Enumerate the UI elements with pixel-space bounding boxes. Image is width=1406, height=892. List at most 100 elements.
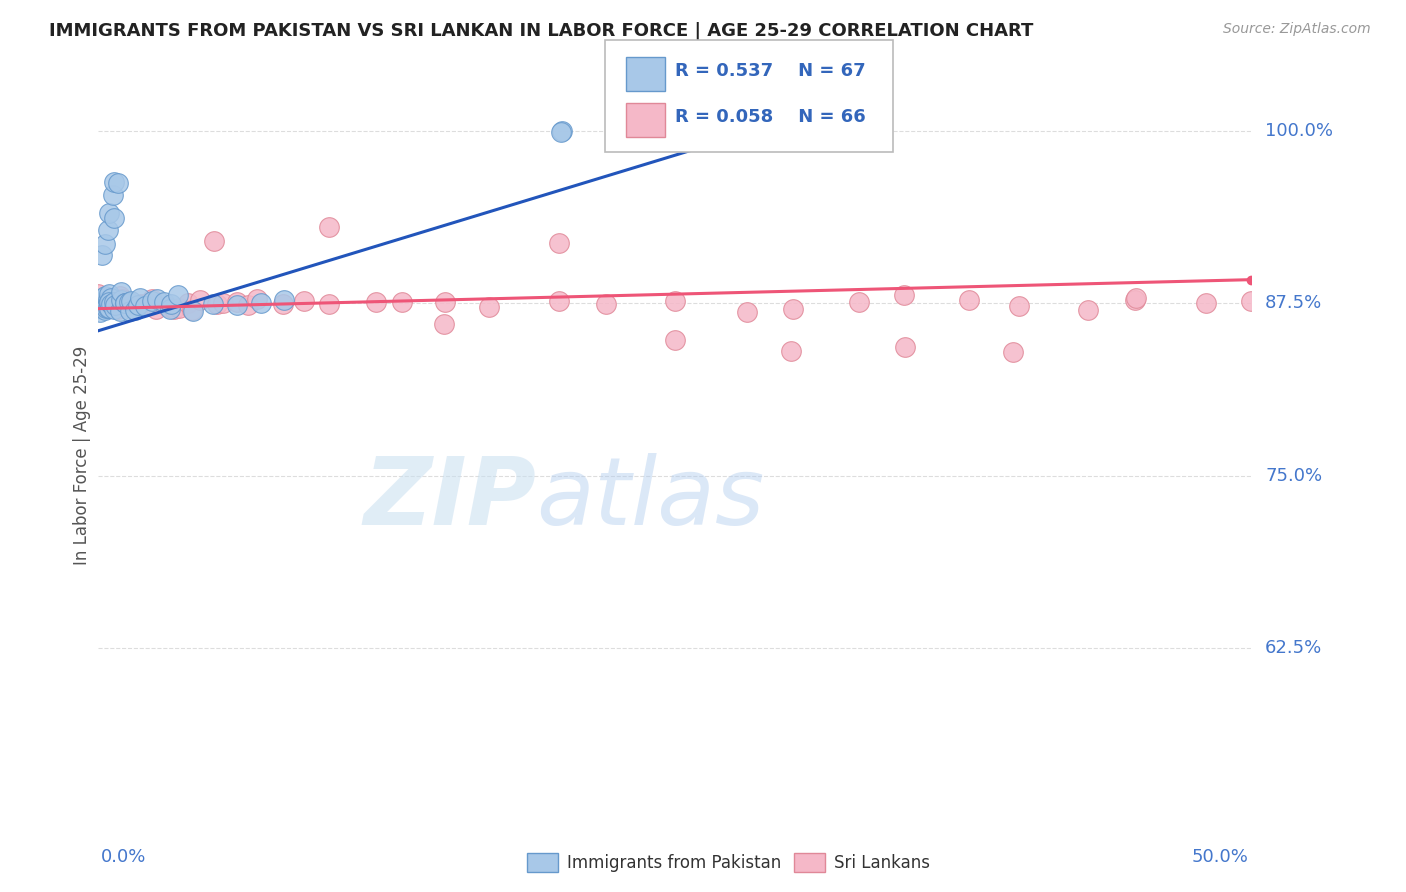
Point: [103, 187, 125, 202]
Point: [250, 295, 273, 310]
Point: [548, 235, 571, 250]
Point: [97, 296, 120, 310]
Point: [271, 297, 294, 311]
Text: 0.0%: 0.0%: [101, 848, 146, 866]
Point: [114, 296, 136, 310]
Point: [98, 295, 121, 310]
Point: [94, 302, 117, 317]
Point: [957, 293, 980, 307]
Point: [93, 296, 115, 310]
Point: [169, 301, 191, 316]
Point: [87, 297, 110, 311]
Point: [120, 301, 142, 316]
Point: [1002, 345, 1025, 359]
Point: [107, 301, 129, 316]
Point: [103, 175, 125, 189]
Point: [111, 299, 134, 313]
Point: [163, 301, 186, 316]
Point: [145, 292, 167, 306]
Text: 100.0%: 100.0%: [1265, 121, 1333, 140]
Text: ZIP: ZIP: [364, 453, 537, 545]
Point: [145, 301, 167, 316]
Point: [87, 295, 110, 310]
Point: [110, 285, 132, 300]
Point: [124, 302, 146, 317]
Text: 62.5%: 62.5%: [1265, 640, 1323, 657]
Point: [98, 287, 121, 301]
Point: [103, 301, 125, 316]
Point: [103, 211, 125, 225]
Point: [100, 293, 122, 308]
Point: [98, 293, 121, 308]
Point: [188, 293, 211, 307]
Point: [97, 223, 120, 237]
Point: [96, 301, 118, 315]
Point: [127, 298, 149, 312]
Point: [205, 297, 228, 311]
Point: [779, 126, 801, 140]
Point: [848, 294, 870, 309]
Text: Source: ZipAtlas.com: Source: ZipAtlas.com: [1223, 22, 1371, 37]
Point: [100, 297, 122, 311]
Point: [893, 288, 915, 302]
Point: [202, 234, 225, 248]
Point: [87, 294, 110, 309]
Point: [89, 301, 111, 315]
Point: [97, 301, 120, 315]
Point: [103, 294, 125, 309]
Point: [273, 293, 295, 307]
Point: [91, 248, 114, 262]
Text: R = 0.058    N = 66: R = 0.058 N = 66: [675, 109, 866, 127]
Point: [159, 297, 181, 311]
Point: [141, 292, 163, 306]
Point: [778, 128, 800, 142]
Text: Immigrants from Pakistan: Immigrants from Pakistan: [567, 854, 780, 871]
Point: [1123, 293, 1146, 307]
Point: [107, 176, 129, 190]
Point: [125, 298, 148, 312]
Point: [110, 293, 132, 308]
Point: [780, 123, 803, 137]
Point: [782, 302, 804, 317]
Point: [111, 293, 134, 307]
Point: [433, 318, 456, 332]
Point: [118, 295, 141, 310]
Point: [94, 236, 117, 251]
Point: [391, 295, 413, 310]
Text: IMMIGRANTS FROM PAKISTAN VS SRI LANKAN IN LABOR FORCE | AGE 25-29 CORRELATION CH: IMMIGRANTS FROM PAKISTAN VS SRI LANKAN I…: [49, 22, 1033, 40]
Text: 75.0%: 75.0%: [1265, 467, 1323, 484]
Point: [87, 300, 110, 314]
Point: [1008, 299, 1031, 313]
Point: [87, 301, 110, 315]
Point: [89, 293, 111, 308]
Point: [91, 300, 114, 314]
Point: [550, 125, 572, 139]
Point: [89, 305, 111, 319]
Point: [478, 300, 501, 314]
Point: [97, 301, 120, 316]
Point: [91, 291, 114, 305]
Point: [780, 128, 803, 143]
Point: [112, 296, 135, 310]
Text: Sri Lankans: Sri Lankans: [834, 854, 929, 871]
Point: [318, 297, 340, 311]
Point: [104, 298, 127, 312]
Point: [780, 123, 803, 137]
Point: [87, 287, 110, 301]
Point: [97, 295, 120, 310]
Point: [434, 295, 457, 310]
Point: [779, 123, 801, 137]
Text: 50.0%: 50.0%: [1192, 848, 1249, 866]
Point: [226, 294, 249, 309]
Point: [108, 289, 131, 303]
Point: [120, 294, 142, 309]
Point: [181, 302, 204, 317]
Point: [550, 123, 572, 137]
Point: [211, 295, 233, 310]
Point: [159, 301, 181, 316]
Point: [91, 297, 114, 311]
Point: [94, 300, 117, 314]
Point: [153, 295, 176, 310]
Point: [737, 305, 759, 319]
Text: 87.5%: 87.5%: [1265, 294, 1323, 312]
